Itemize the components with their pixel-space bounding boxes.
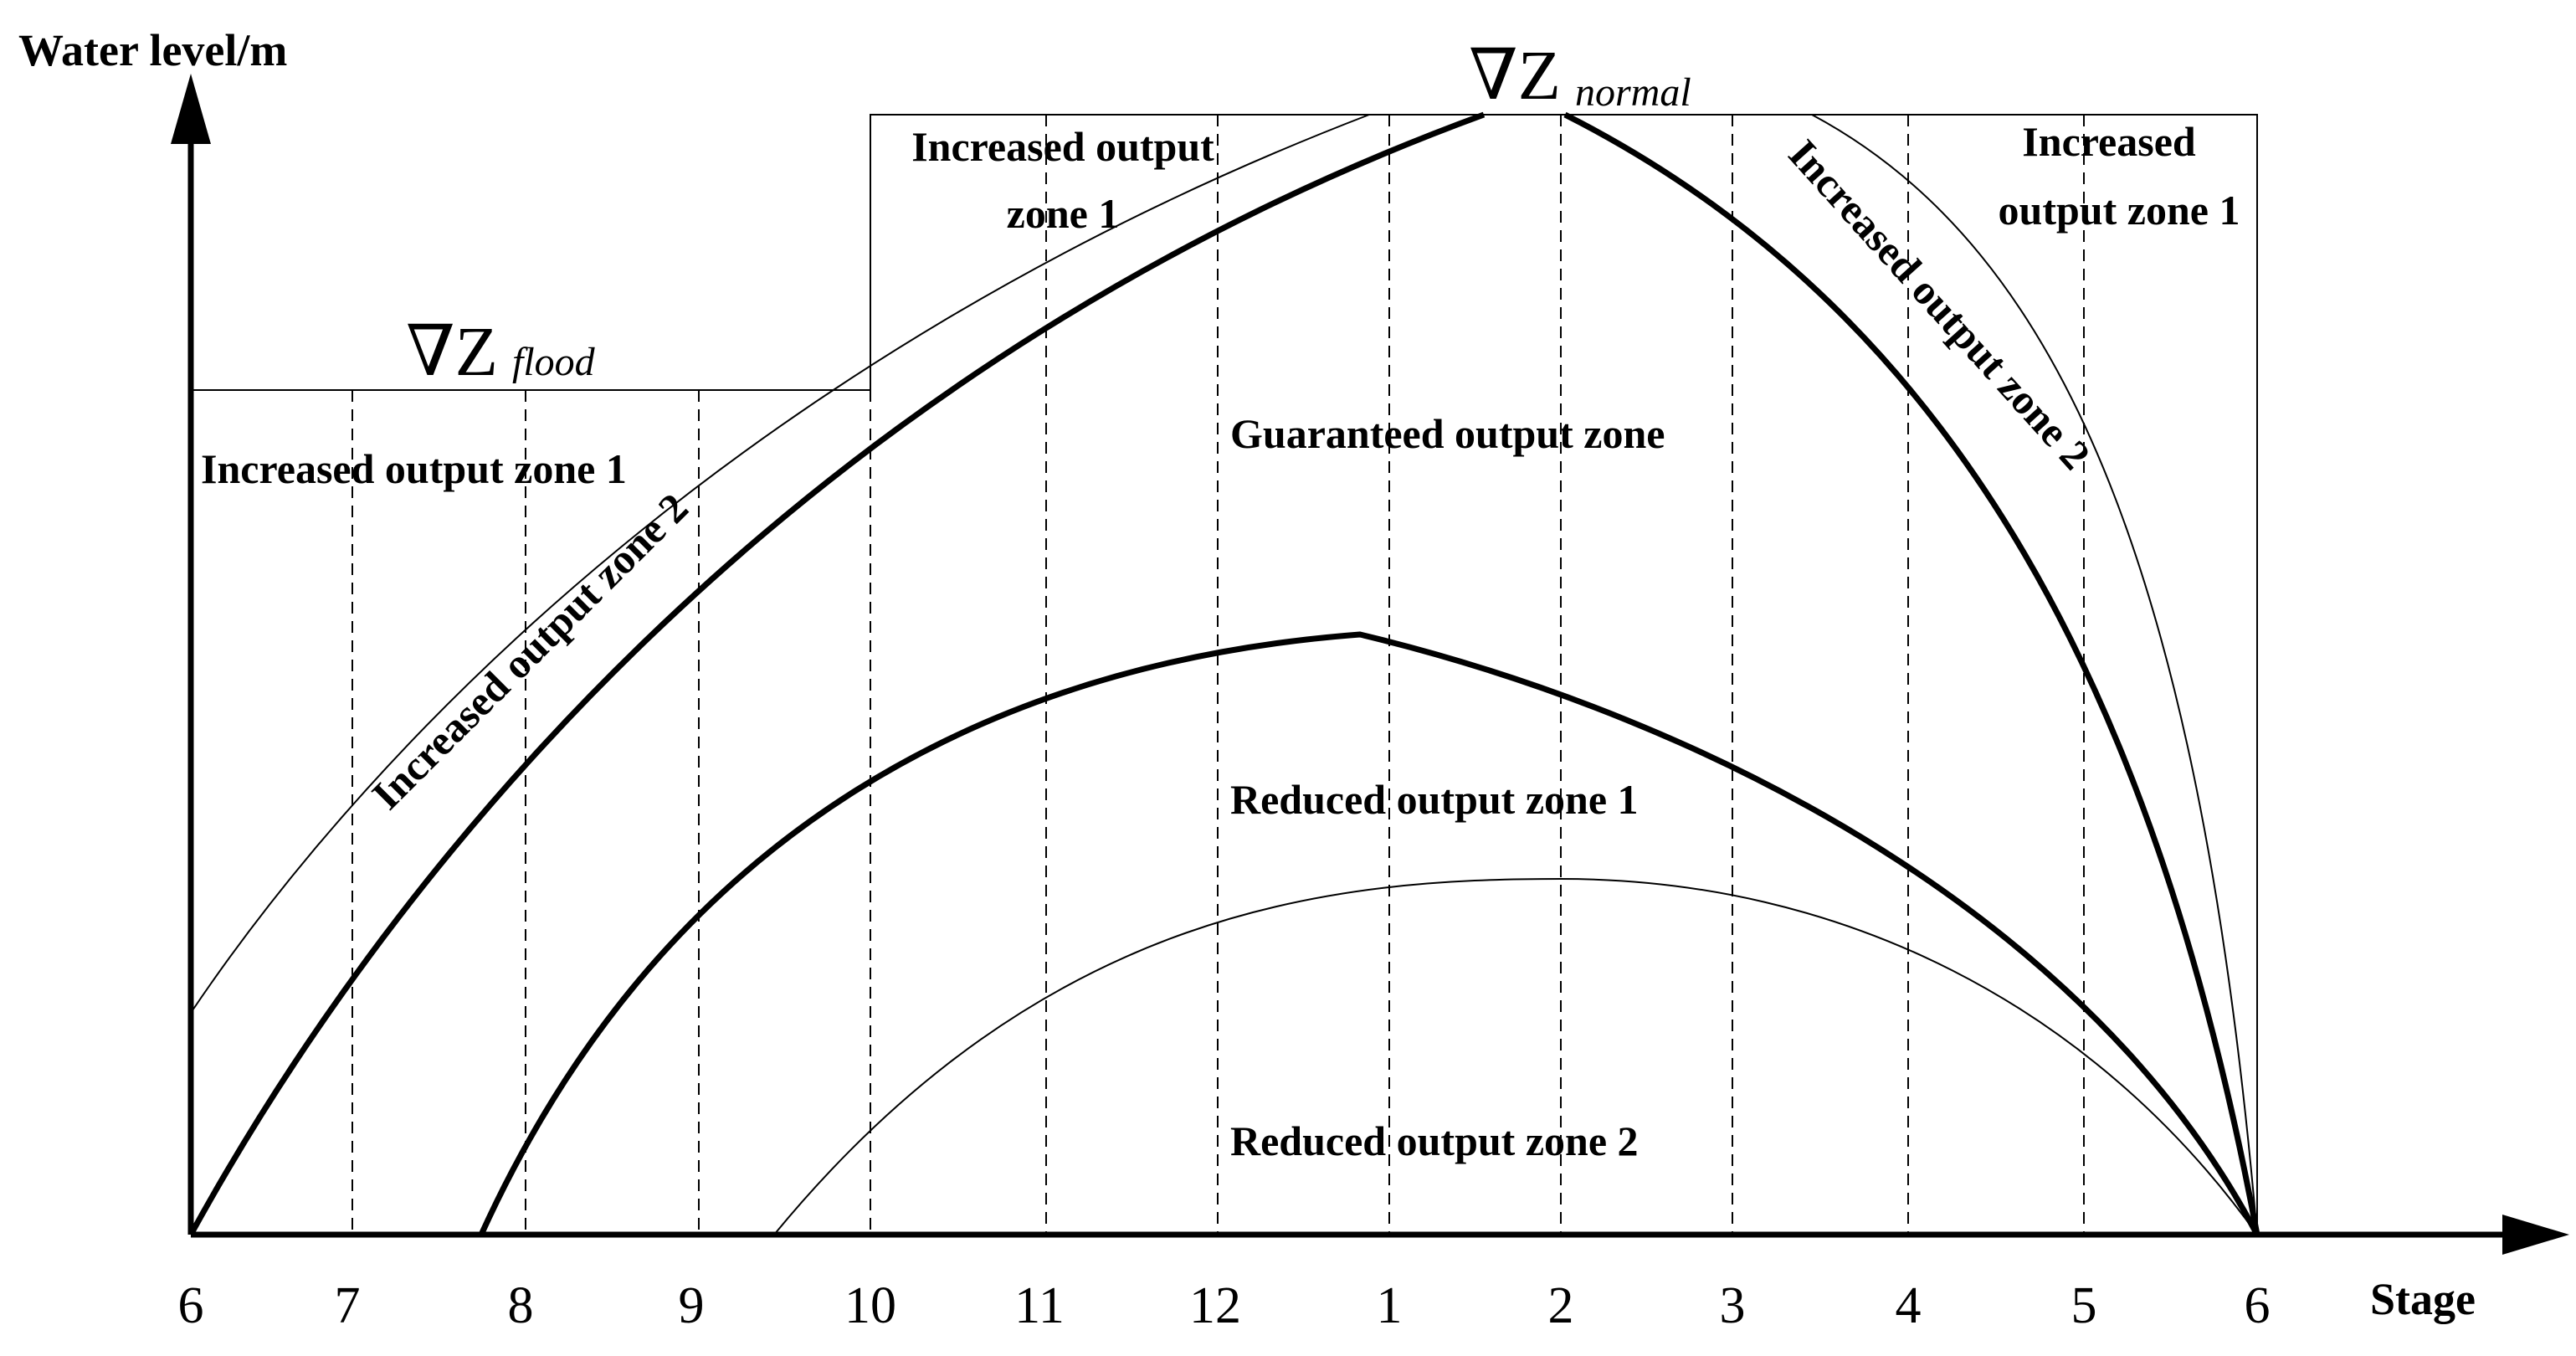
stage-label: 12 [1189, 1277, 1241, 1334]
stage-label: 8 [508, 1277, 534, 1334]
stage-label: 6 [178, 1277, 204, 1334]
thick-upper-curve-right [1563, 111, 2260, 1235]
stage-label: 7 [335, 1277, 361, 1334]
stage-label: 1 [1377, 1277, 1403, 1334]
zone-label-increased-1-right-line2: output zone 1 [1999, 187, 2240, 234]
zone-label-reduced-2: Reduced output zone 2 [1230, 1117, 1639, 1164]
thick-middle-curve [478, 631, 2260, 1236]
thick-upper-curve-left [187, 111, 1486, 1236]
x-axis-arrowhead [2502, 1215, 2569, 1255]
stage-label: 11 [1014, 1277, 1065, 1334]
zone-label-increased-1-right-line1: Increased [2022, 118, 2196, 165]
zone-label-guaranteed: Guaranteed output zone [1230, 410, 1665, 457]
thin-upper-curve-right [1811, 114, 2258, 1235]
zone-label-increased-1-mid-line1: Increased output [911, 123, 1214, 170]
stage-label: 5 [2071, 1277, 2097, 1334]
thin-upper-curve-left [190, 114, 1370, 1014]
normal-level-marker: ∇Z normal [1469, 37, 1691, 115]
flood-level-subscript: flood [512, 340, 596, 384]
normal-level-symbol: ∇Z [1469, 37, 1561, 115]
level-boundary-box [191, 114, 2258, 1235]
stage-label: 4 [1896, 1277, 1922, 1334]
thin-lower-curve [773, 877, 2258, 1235]
zone-label-increased-1-mid-line2: zone 1 [1007, 190, 1120, 237]
stage-label: 6 [2245, 1277, 2271, 1334]
flood-level-marker: ∇Z flood [406, 313, 596, 391]
zone-label-reduced-1: Reduced output zone 1 [1230, 776, 1639, 823]
stage-label: 9 [679, 1277, 705, 1334]
stage-label: 10 [844, 1277, 896, 1334]
normal-level-subscript: normal [1575, 70, 1691, 115]
stage-label: 3 [1720, 1277, 1746, 1334]
stage-label: 2 [1548, 1277, 1574, 1334]
y-axis-arrowhead [171, 74, 211, 144]
stage-gridlines [352, 115, 2085, 1235]
zone-label-increased-1-left: Increased output zone 1 [201, 445, 627, 492]
x-axis-label: Stage [2370, 1274, 2476, 1324]
zone-label-increased-2-left: Increased output zone 2 [362, 484, 696, 818]
y-axis-label: Water level/m [18, 25, 287, 75]
flood-level-symbol: ∇Z [406, 313, 498, 391]
